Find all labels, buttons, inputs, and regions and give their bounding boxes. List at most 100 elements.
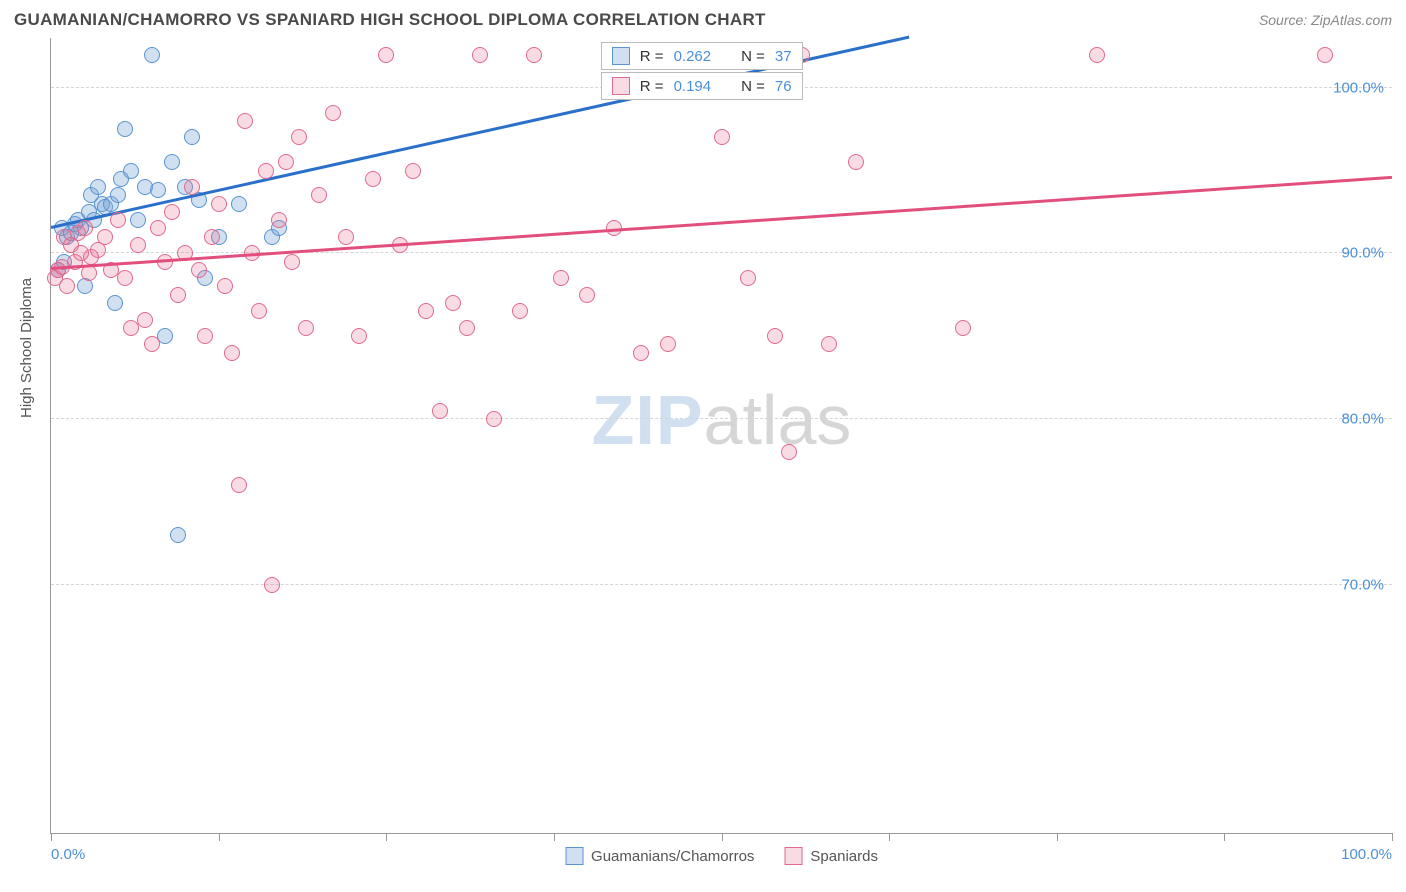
watermark-atlas: atlas: [704, 381, 852, 459]
data-point-spaniards: [110, 212, 126, 228]
data-point-spaniards: [821, 336, 837, 352]
data-point-guamanians: [164, 154, 180, 170]
data-point-spaniards: [217, 278, 233, 294]
data-point-guamanians: [231, 196, 247, 212]
y-tick-label: 70.0%: [1341, 576, 1384, 593]
data-point-spaniards: [405, 163, 421, 179]
data-point-spaniards: [184, 179, 200, 195]
x-legend-item: Spaniards: [784, 847, 878, 865]
data-point-spaniards: [740, 270, 756, 286]
scatter-plot-area: ZIPatlas Guamanians/ChamorrosSpaniards 7…: [50, 38, 1392, 834]
x-tick: [219, 833, 220, 841]
x-tick: [386, 833, 387, 841]
data-point-spaniards: [284, 254, 300, 270]
data-point-spaniards: [150, 220, 166, 236]
data-point-guamanians: [144, 47, 160, 63]
data-point-spaniards: [781, 444, 797, 460]
data-point-guamanians: [150, 182, 166, 198]
n-label: N =: [741, 48, 765, 65]
data-point-spaniards: [472, 47, 488, 63]
y-tick-label: 90.0%: [1341, 245, 1384, 262]
data-point-spaniards: [59, 278, 75, 294]
data-point-spaniards: [526, 47, 542, 63]
data-point-spaniards: [130, 237, 146, 253]
data-point-spaniards: [77, 220, 93, 236]
y-tick-label: 80.0%: [1341, 410, 1384, 427]
data-point-spaniards: [445, 295, 461, 311]
data-point-spaniards: [553, 270, 569, 286]
data-point-spaniards: [486, 411, 502, 427]
data-point-guamanians: [110, 187, 126, 203]
data-point-spaniards: [264, 577, 280, 593]
legend-swatch-icon: [565, 847, 583, 865]
data-point-spaniards: [325, 105, 341, 121]
legend-swatch-icon: [784, 847, 802, 865]
data-point-spaniards: [459, 320, 475, 336]
x-tick: [51, 833, 52, 841]
x-legend-label: Spaniards: [810, 848, 878, 865]
r-label: R =: [640, 78, 664, 95]
data-point-spaniards: [1089, 47, 1105, 63]
data-point-spaniards: [231, 477, 247, 493]
data-point-spaniards: [848, 154, 864, 170]
data-point-spaniards: [197, 328, 213, 344]
x-tick: [1224, 833, 1225, 841]
data-point-guamanians: [170, 527, 186, 543]
n-value: 76: [775, 78, 792, 95]
data-point-spaniards: [144, 336, 160, 352]
data-point-spaniards: [170, 287, 186, 303]
data-point-spaniards: [579, 287, 595, 303]
chart-header: GUAMANIAN/CHAMORRO VS SPANIARD HIGH SCHO…: [0, 0, 1406, 34]
stats-legend-spaniards: R = 0.194 N = 76: [601, 72, 803, 100]
gridline: [51, 584, 1392, 585]
data-point-guamanians: [107, 295, 123, 311]
data-point-spaniards: [365, 171, 381, 187]
x-legend-item: Guamanians/Chamorros: [565, 847, 754, 865]
data-point-guamanians: [130, 212, 146, 228]
data-point-spaniards: [1317, 47, 1333, 63]
data-point-spaniards: [512, 303, 528, 319]
watermark: ZIPatlas: [592, 380, 852, 460]
x-tick: [722, 833, 723, 841]
r-value: 0.262: [674, 48, 712, 65]
data-point-guamanians: [90, 179, 106, 195]
data-point-spaniards: [204, 229, 220, 245]
data-point-spaniards: [338, 229, 354, 245]
data-point-spaniards: [164, 204, 180, 220]
y-tick-label: 100.0%: [1333, 79, 1384, 96]
legend-swatch-icon: [612, 47, 630, 65]
data-point-spaniards: [258, 163, 274, 179]
x-tick: [554, 833, 555, 841]
data-point-spaniards: [298, 320, 314, 336]
stats-legend-guamanians: R = 0.262 N = 37: [601, 42, 803, 70]
data-point-spaniards: [237, 113, 253, 129]
data-point-guamanians: [184, 129, 200, 145]
data-point-spaniards: [251, 303, 267, 319]
r-value: 0.194: [674, 78, 712, 95]
chart-title: GUAMANIAN/CHAMORRO VS SPANIARD HIGH SCHO…: [14, 10, 766, 30]
trend-line-spaniards: [51, 176, 1392, 270]
data-point-spaniards: [660, 336, 676, 352]
x-tick-label: 0.0%: [51, 846, 85, 863]
r-label: R =: [640, 48, 664, 65]
data-point-guamanians: [117, 121, 133, 137]
legend-swatch-icon: [612, 77, 630, 95]
watermark-zip: ZIP: [592, 381, 704, 459]
data-point-spaniards: [432, 403, 448, 419]
data-point-spaniards: [81, 265, 97, 281]
data-point-spaniards: [117, 270, 133, 286]
data-point-spaniards: [137, 312, 153, 328]
data-point-spaniards: [767, 328, 783, 344]
data-point-spaniards: [211, 196, 227, 212]
n-value: 37: [775, 48, 792, 65]
data-point-spaniards: [291, 129, 307, 145]
data-point-spaniards: [633, 345, 649, 361]
data-point-spaniards: [351, 328, 367, 344]
x-tick-label: 100.0%: [1341, 846, 1392, 863]
n-label: N =: [741, 78, 765, 95]
data-point-spaniards: [418, 303, 434, 319]
data-point-guamanians: [123, 163, 139, 179]
data-point-spaniards: [714, 129, 730, 145]
gridline: [51, 418, 1392, 419]
data-point-spaniards: [378, 47, 394, 63]
